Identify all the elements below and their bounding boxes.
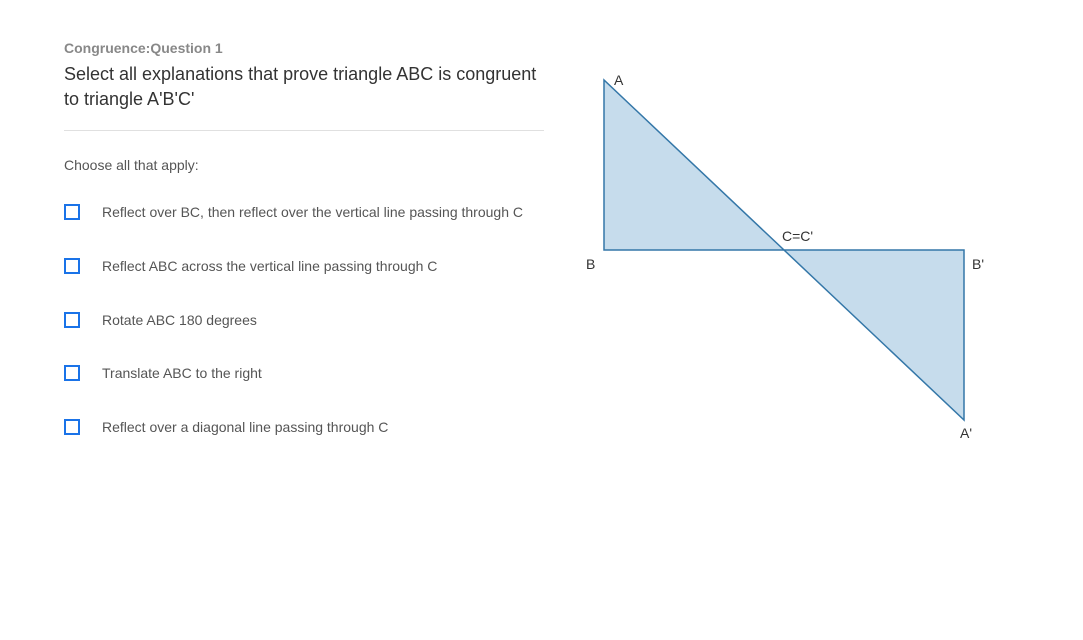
checkbox[interactable]	[64, 365, 80, 381]
question-text: Select all explanations that prove trian…	[64, 62, 544, 112]
option-text: Rotate ABC 180 degrees	[102, 311, 257, 331]
question-panel: Congruence:Question 1 Select all explana…	[64, 40, 564, 471]
option-row: Rotate ABC 180 degrees	[64, 311, 544, 331]
vertex-label-a: A	[614, 72, 623, 88]
option-row: Reflect over BC, then reflect over the v…	[64, 203, 544, 223]
diagram-panel: A B C=C' B' A'	[564, 40, 1063, 471]
topic-label: Congruence:Question 1	[64, 40, 544, 56]
divider	[64, 130, 544, 131]
option-row: Translate ABC to the right	[64, 364, 544, 384]
option-text: Reflect over BC, then reflect over the v…	[102, 203, 523, 223]
option-row: Reflect over a diagonal line passing thr…	[64, 418, 544, 438]
option-row: Reflect ABC across the vertical line pas…	[64, 257, 544, 277]
checkbox[interactable]	[64, 258, 80, 274]
option-text: Reflect ABC across the vertical line pas…	[102, 257, 437, 277]
vertex-label-a-prime: A'	[960, 425, 972, 441]
page-container: Congruence:Question 1 Select all explana…	[0, 0, 1083, 471]
triangle-abc-prime	[784, 250, 964, 420]
checkbox[interactable]	[64, 204, 80, 220]
vertex-label-c: C=C'	[782, 228, 813, 244]
checkbox[interactable]	[64, 312, 80, 328]
option-text: Reflect over a diagonal line passing thr…	[102, 418, 388, 438]
triangle-abc	[604, 80, 784, 250]
instruction-text: Choose all that apply:	[64, 157, 544, 173]
vertex-label-b: B	[586, 256, 595, 272]
checkbox[interactable]	[64, 419, 80, 435]
option-text: Translate ABC to the right	[102, 364, 262, 384]
vertex-label-b-prime: B'	[972, 256, 984, 272]
triangle-diagram: A B C=C' B' A'	[564, 70, 1004, 410]
diagram-svg	[564, 70, 1004, 440]
